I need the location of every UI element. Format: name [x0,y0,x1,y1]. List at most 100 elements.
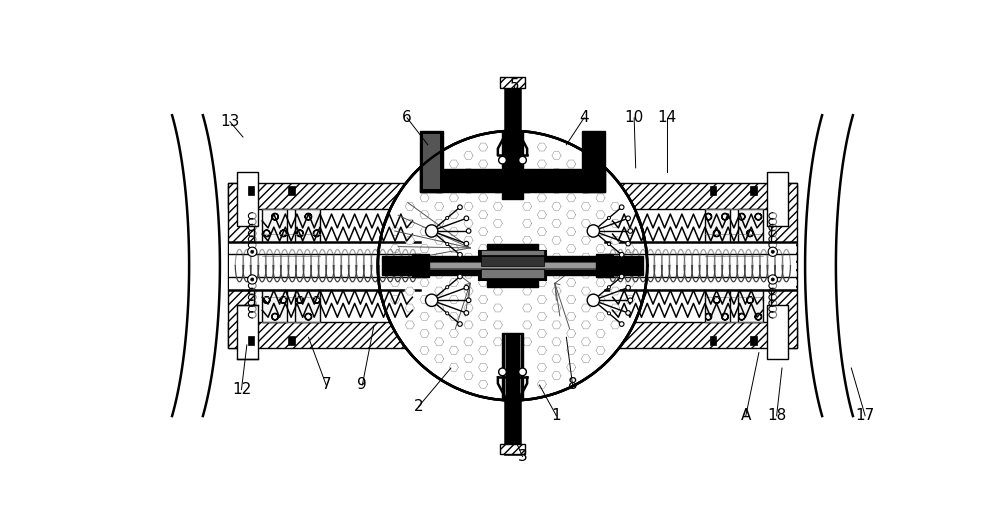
Polygon shape [464,203,473,210]
Polygon shape [420,346,429,355]
Polygon shape [464,168,473,176]
Circle shape [464,311,469,315]
Polygon shape [493,236,502,244]
Polygon shape [581,270,590,278]
Bar [505,78,520,136]
Bar [582,131,605,193]
Polygon shape [479,143,488,151]
Polygon shape [420,177,429,185]
Polygon shape [449,279,458,287]
Circle shape [425,225,438,237]
Bar [262,209,287,322]
Bar [502,332,523,400]
Text: 12: 12 [232,382,251,397]
Text: 8: 8 [568,378,577,392]
Text: A: A [741,408,751,423]
Polygon shape [464,287,473,295]
Circle shape [446,216,449,219]
Polygon shape [493,186,502,194]
Circle shape [464,216,469,220]
Bar [420,169,512,193]
Polygon shape [581,203,590,210]
Polygon shape [537,296,546,304]
Bar [605,183,797,209]
Circle shape [464,241,469,246]
Circle shape [248,275,257,284]
Polygon shape [435,186,444,194]
Polygon shape [537,211,546,219]
Circle shape [768,275,777,284]
Bar [412,254,429,277]
Polygon shape [479,245,488,252]
Circle shape [619,322,624,326]
Circle shape [607,286,610,289]
Bar [237,171,258,226]
Polygon shape [435,253,444,261]
Polygon shape [567,279,576,287]
Polygon shape [552,321,561,329]
Polygon shape [596,346,605,355]
Polygon shape [479,380,488,388]
Polygon shape [625,279,634,287]
Text: 2: 2 [414,399,423,414]
Polygon shape [552,168,561,176]
Polygon shape [523,203,532,210]
Circle shape [771,278,774,281]
Polygon shape [435,203,444,210]
Polygon shape [435,219,444,227]
Polygon shape [435,270,444,278]
Polygon shape [420,329,429,337]
Polygon shape [523,287,532,295]
Circle shape [619,205,624,209]
Polygon shape [611,304,620,312]
Polygon shape [523,236,532,244]
Polygon shape [611,321,620,329]
Circle shape [607,242,610,246]
Polygon shape [581,321,590,329]
Circle shape [446,286,449,289]
Polygon shape [567,194,576,202]
Text: 4: 4 [579,110,589,125]
Polygon shape [567,363,576,371]
Text: 17: 17 [856,408,875,423]
Bar [248,186,254,195]
Polygon shape [567,228,576,236]
Polygon shape [405,304,414,312]
Polygon shape [420,296,429,304]
Text: 7: 7 [321,378,331,392]
Bar [288,337,295,345]
Circle shape [519,156,526,164]
Polygon shape [435,338,444,346]
Polygon shape [493,203,502,210]
Polygon shape [391,279,400,287]
Polygon shape [420,211,429,219]
Polygon shape [523,219,532,227]
Circle shape [628,298,633,302]
Polygon shape [537,245,546,252]
Circle shape [607,216,610,219]
Bar [596,254,613,277]
Polygon shape [552,151,561,159]
Polygon shape [537,346,546,355]
Bar [382,256,505,275]
Polygon shape [581,355,590,363]
Circle shape [499,368,506,376]
Text: 1: 1 [552,408,561,423]
Polygon shape [596,211,605,219]
Polygon shape [552,219,561,227]
Polygon shape [537,329,546,337]
Polygon shape [552,372,561,380]
Polygon shape [596,245,605,252]
Circle shape [251,250,254,254]
Polygon shape [479,312,488,320]
Circle shape [619,274,624,279]
Polygon shape [479,160,488,168]
Bar [481,269,544,278]
Polygon shape [464,338,473,346]
Polygon shape [405,287,414,295]
Polygon shape [567,211,576,219]
Polygon shape [523,304,532,312]
Polygon shape [596,279,605,287]
Polygon shape [391,245,400,252]
Polygon shape [611,219,620,227]
